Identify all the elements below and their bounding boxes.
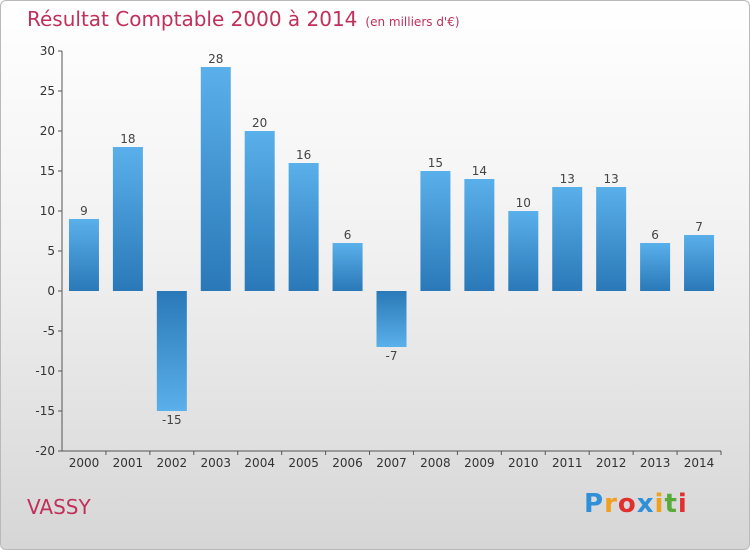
x-tick-label: 2010	[508, 456, 539, 470]
data-label-2003: 28	[208, 52, 223, 66]
x-tick-label: 2008	[420, 456, 451, 470]
bar-2013	[640, 243, 671, 291]
bar-2003	[200, 67, 231, 291]
chart-bars	[68, 67, 715, 411]
data-label-2013: 6	[651, 228, 659, 242]
bar-2010	[508, 211, 539, 291]
y-tick-label: -15	[35, 404, 55, 418]
x-tick-label: 2005	[288, 456, 319, 470]
bar-2000	[68, 219, 99, 291]
y-tick-label: 15	[40, 164, 55, 178]
chart-unit-note: (en milliers d'€)	[365, 15, 460, 29]
bar-2007	[376, 291, 407, 347]
y-tick-label: 0	[47, 284, 55, 298]
chart-data-labels: 9 18 -15 28 20 16 6 -7 15 14 10 13 13 6 7	[80, 52, 703, 427]
y-tick-label: 10	[40, 204, 55, 218]
chart-title: Résultat Comptable 2000 à 2014 (en millie…	[27, 7, 460, 31]
data-label-2010: 10	[516, 196, 531, 210]
x-tick-label: 2011	[552, 456, 583, 470]
y-tick-label: 5	[47, 244, 55, 258]
x-tick-label: 2007	[376, 456, 407, 470]
bar-2014	[684, 235, 715, 291]
logo-letter: P	[584, 489, 605, 519]
data-label-2001: 18	[120, 132, 135, 146]
x-tick-label: 2001	[113, 456, 144, 470]
bar-2009	[464, 179, 495, 291]
proxiti-logo: Proxiti	[584, 489, 688, 519]
x-tick-label: 2012	[596, 456, 627, 470]
commune-name: VASSY	[27, 495, 91, 519]
data-label-2008: 15	[428, 156, 443, 170]
logo-letter: x	[636, 489, 655, 519]
bar-2002	[156, 291, 187, 411]
y-tick-label: 20	[40, 124, 55, 138]
logo-letter: t	[664, 489, 678, 519]
data-label-2007: -7	[386, 349, 398, 363]
x-tick-label: 2002	[157, 456, 188, 470]
x-tick-label: 2013	[640, 456, 671, 470]
chart-axes: 30 25 20 15 10 5 0 -5 -10 -15 -20 2000 2001 2002 2003 2…	[35, 44, 722, 470]
y-tick-label: -5	[43, 324, 55, 338]
bar-2006	[332, 243, 363, 291]
y-tick-label: -20	[35, 444, 55, 458]
x-tick-label: 2004	[244, 456, 275, 470]
bar-2008	[420, 171, 451, 291]
y-tick-label: 30	[40, 44, 55, 58]
bar-2005	[288, 163, 319, 291]
logo-letter: i	[654, 489, 665, 519]
data-label-2011: 13	[560, 172, 575, 186]
data-label-2005: 16	[296, 148, 311, 162]
x-tick-label: 2009	[464, 456, 495, 470]
bar-2004	[244, 131, 275, 291]
logo-letter: i	[677, 489, 688, 519]
data-label-2006: 6	[344, 228, 352, 242]
bar-2001	[112, 147, 143, 291]
bar-2011	[552, 187, 583, 291]
bar-2012	[596, 187, 627, 291]
x-tick-label: 2006	[332, 456, 363, 470]
data-label-2012: 13	[604, 172, 619, 186]
data-label-2009: 14	[472, 164, 487, 178]
data-label-2002: -15	[162, 413, 182, 427]
x-tick-label: 2000	[69, 456, 100, 470]
logo-letter: o	[617, 489, 637, 519]
x-tick-label: 2003	[200, 456, 231, 470]
data-label-2000: 9	[80, 204, 88, 218]
chart-title-text: Résultat Comptable 2000 à 2014	[27, 7, 358, 31]
logo-letter: r	[604, 489, 618, 519]
y-tick-label: 25	[40, 84, 55, 98]
data-label-2014: 7	[695, 220, 703, 234]
y-tick-label: -10	[35, 364, 55, 378]
data-label-2004: 20	[252, 116, 267, 130]
x-tick-label: 2014	[684, 456, 715, 470]
